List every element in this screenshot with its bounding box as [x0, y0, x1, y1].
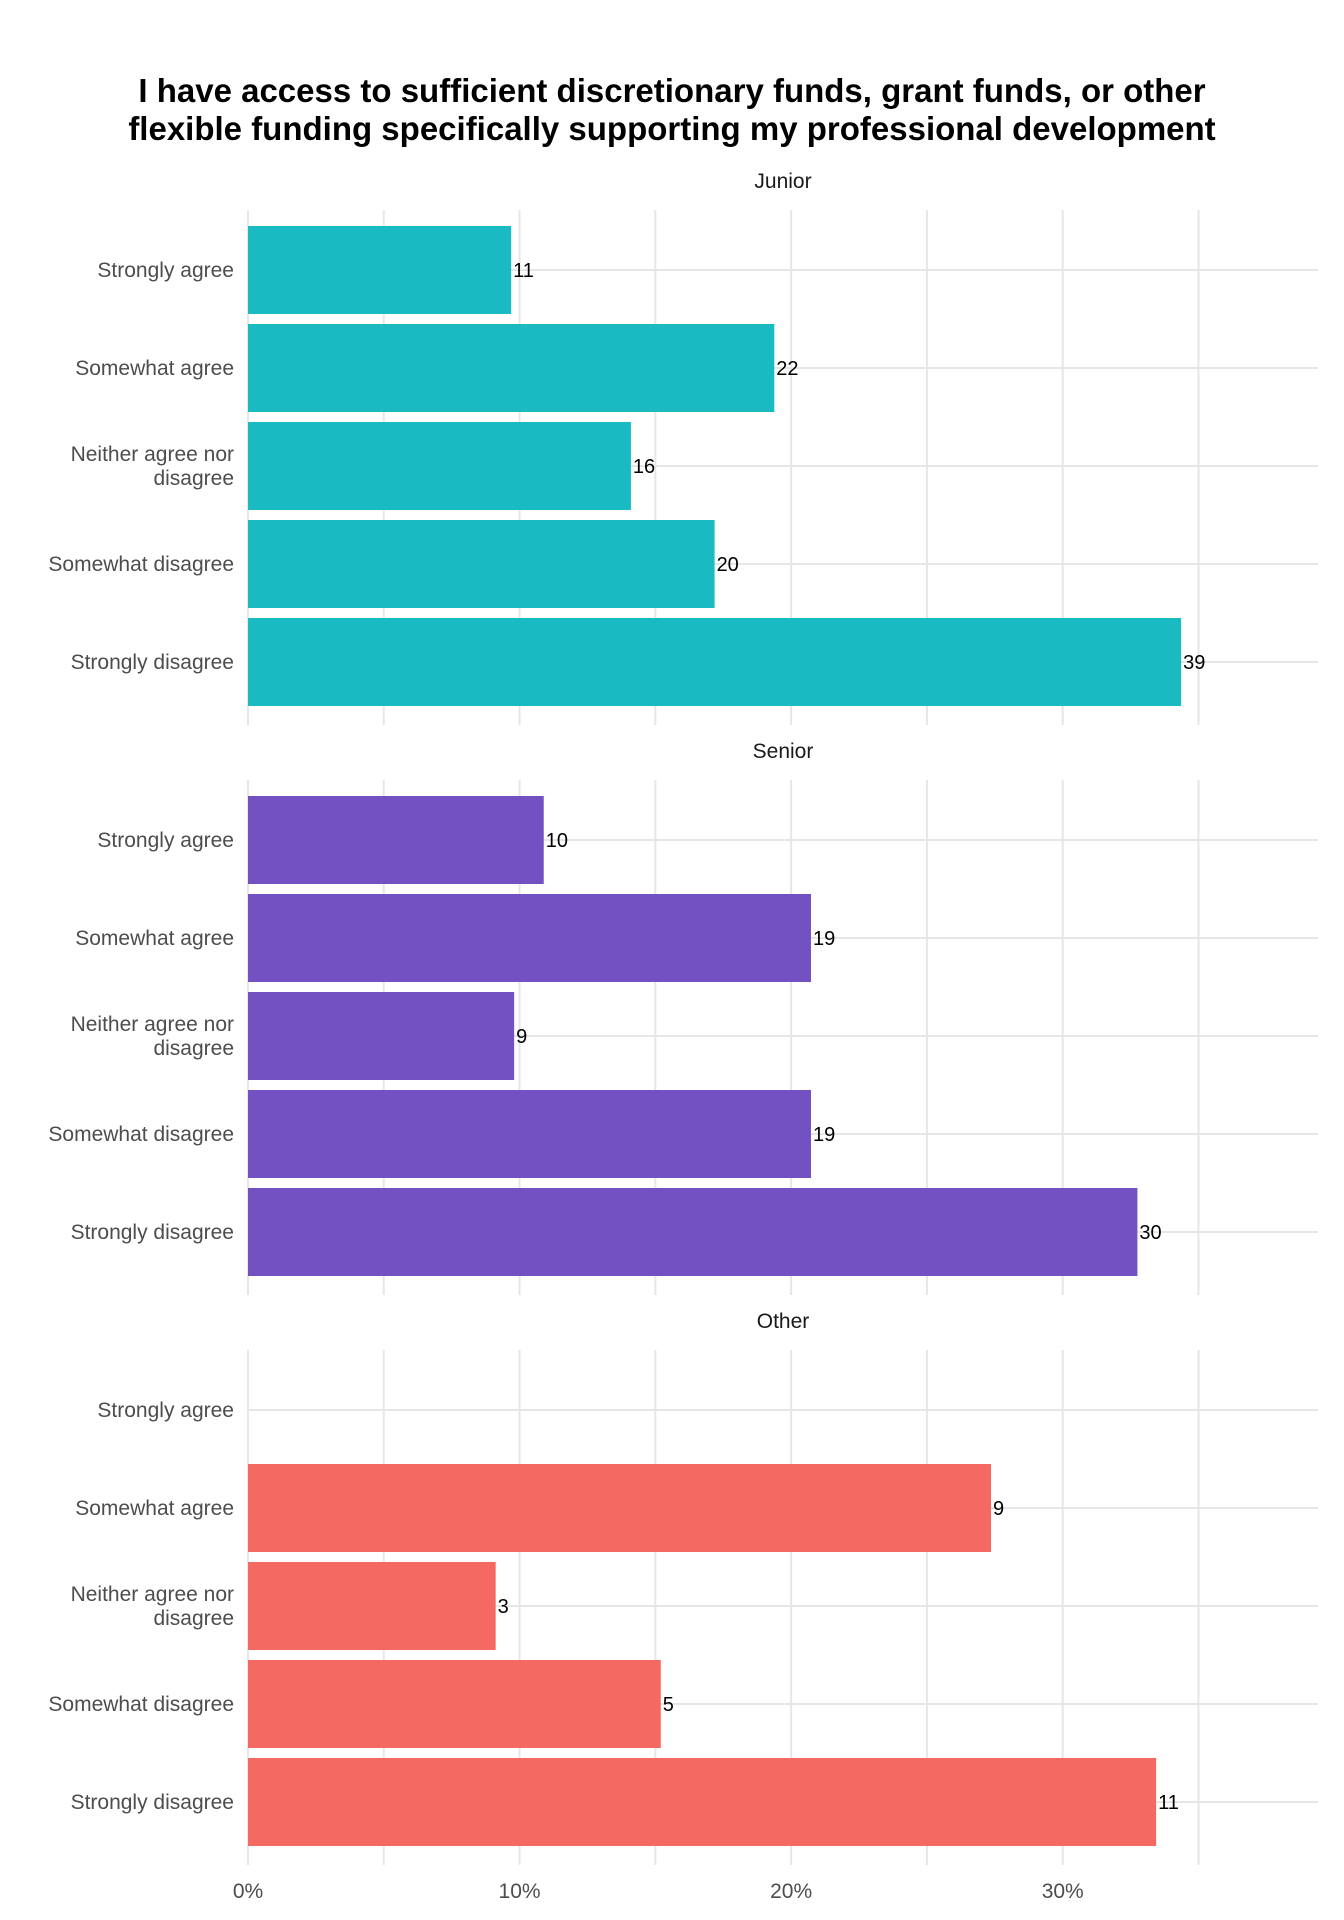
category-label: disagree	[153, 467, 234, 490]
bar-junior	[248, 422, 631, 510]
facet-label-junior: Junior	[754, 170, 811, 193]
data-label-junior: 11	[513, 260, 534, 282]
bar-junior	[248, 520, 715, 608]
category-label: Somewhat agree	[75, 1497, 234, 1520]
category-label: Strongly disagree	[71, 651, 234, 674]
facet-label-other: Other	[757, 1310, 810, 1333]
category-label: Neither agree nor	[71, 443, 234, 466]
category-label: Neither agree nor	[71, 1583, 234, 1606]
category-label: Strongly agree	[97, 829, 234, 852]
data-label-senior: 30	[1139, 1222, 1161, 1244]
bar-other	[248, 1758, 1157, 1846]
bar-senior	[248, 796, 544, 884]
category-label: Somewhat disagree	[48, 1693, 234, 1716]
bar-senior	[248, 894, 811, 982]
category-label: Strongly agree	[97, 1399, 234, 1422]
facet-label-senior: Senior	[753, 740, 814, 763]
data-label-other: 11	[1158, 1792, 1179, 1814]
bar-other	[248, 1464, 992, 1552]
category-label: Somewhat disagree	[48, 553, 234, 576]
data-label-other: 5	[663, 1694, 674, 1716]
data-label-other: 9	[993, 1498, 1004, 1520]
bar-other	[248, 1562, 496, 1650]
category-label: Neither agree nor	[71, 1013, 234, 1036]
bar-junior	[248, 618, 1182, 706]
chart-title-line-2: flexible funding specifically supporting…	[128, 110, 1216, 147]
bar-senior	[248, 992, 515, 1080]
data-label-senior: 19	[813, 928, 835, 950]
data-label-other: 3	[498, 1596, 509, 1618]
x-tick-label: 10%	[499, 1880, 541, 1903]
x-tick-label: 20%	[770, 1880, 812, 1903]
chart-title: I have access to sufficient discretionar…	[0, 72, 1344, 148]
data-label-junior: 16	[633, 456, 655, 478]
category-label: Somewhat agree	[75, 927, 234, 950]
bar-other	[248, 1660, 661, 1748]
x-tick-label: 30%	[1042, 1880, 1084, 1903]
category-label: Strongly agree	[97, 259, 234, 282]
data-label-senior: 10	[546, 830, 568, 852]
bar-senior	[248, 1090, 811, 1178]
category-label: disagree	[153, 1037, 234, 1060]
bar-senior	[248, 1188, 1138, 1276]
data-label-junior: 39	[1183, 652, 1205, 674]
bar-junior	[248, 324, 775, 412]
category-label: Strongly disagree	[71, 1221, 234, 1244]
data-label-senior: 19	[813, 1124, 835, 1146]
category-label: disagree	[153, 1607, 234, 1630]
category-label: Strongly disagree	[71, 1791, 234, 1814]
data-label-senior: 9	[516, 1026, 527, 1048]
category-label: Somewhat disagree	[48, 1123, 234, 1146]
bar-junior	[248, 226, 512, 314]
category-label: Somewhat agree	[75, 357, 234, 380]
data-label-junior: 20	[717, 554, 739, 576]
x-tick-label: 0%	[233, 1880, 263, 1903]
chart-title-line-1: I have access to sufficient discretionar…	[138, 72, 1206, 109]
data-label-junior: 22	[776, 358, 798, 380]
